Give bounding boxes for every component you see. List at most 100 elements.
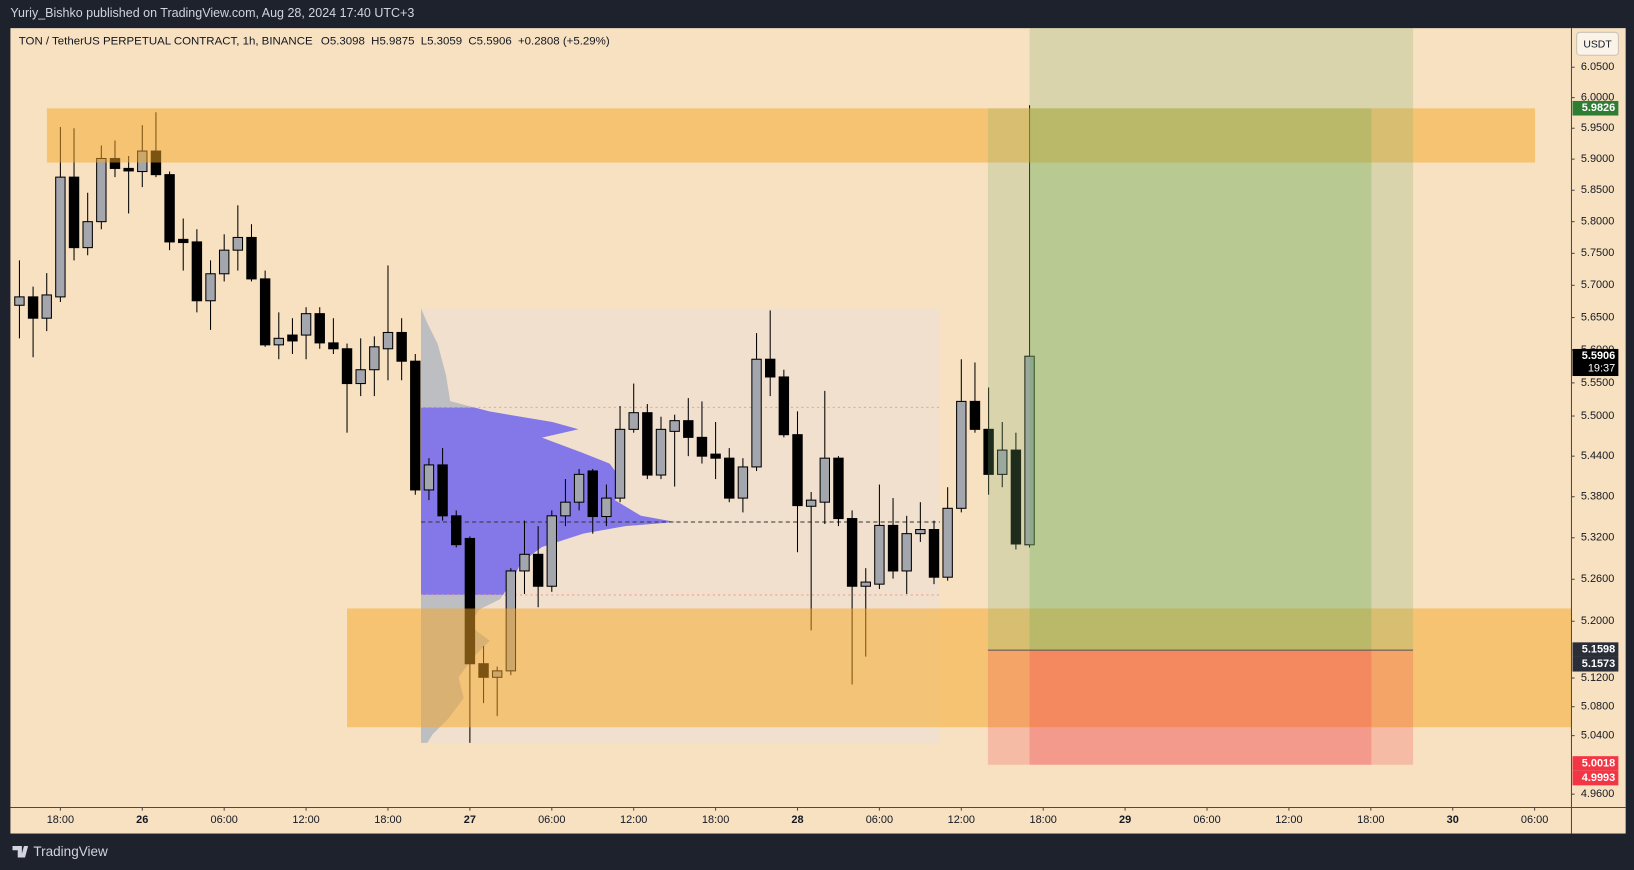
high-value: 5.9875 [379,36,414,48]
candle-body [41,294,52,319]
open-prefix: O [321,36,330,48]
x-tick-label: 18:00 [1357,814,1384,826]
x-tick-label: 06:00 [866,814,893,826]
candle-body [601,497,612,518]
candle-body [546,515,558,587]
publisher-line: Yuriy_Bishko published on TradingView.co… [10,6,414,20]
x-tick-label: 18:00 [47,814,74,826]
candle-body [928,529,940,578]
price-tag [1572,656,1619,672]
high-prefix: H [371,36,379,48]
y-tick-label: 5.2000 [1581,615,1614,627]
candle-body [218,249,230,275]
candle-body [55,176,66,298]
price-tag-label: 5.1598 [1582,644,1615,656]
candle-body [901,533,912,572]
y-tick-label: 5.8000 [1581,216,1614,228]
candle-body [683,420,694,438]
candle-body [232,236,244,251]
candle-body [1024,355,1035,546]
candle-body [614,428,626,499]
x-tick-label: 12:00 [948,814,975,826]
candle-body [437,464,448,517]
x-tick-label: 26 [136,814,148,826]
candle-body [778,376,790,436]
candle-body [833,457,844,520]
stop-area [987,650,1414,765]
candle-body [96,157,107,223]
brand-logo [12,846,29,858]
candle-body [874,524,885,585]
supply-zone [46,108,1536,163]
candle-body [792,434,803,507]
candle-body [573,473,585,503]
candle-body [191,241,203,302]
low-value: 5.3059 [427,36,462,48]
candle-body [983,428,994,475]
y-tick-label: 6.0500 [1581,61,1614,73]
x-tick-label: 06:00 [1521,814,1548,826]
bar-countdown: 19:37 [1588,363,1615,375]
price-tag [1572,770,1619,786]
y-tick-label: 6.0000 [1581,91,1614,103]
candle-body [710,453,721,459]
candle-body [724,457,735,499]
candle-body [1010,449,1022,545]
y-tick-label: 5.5000 [1581,410,1614,422]
y-tick-label: 5.3800 [1581,491,1614,503]
candle-body [396,331,407,362]
symbol: TON / TetherUS PERPETUAL CONTRACT, 1h, B… [19,36,313,48]
demand-zone [347,608,1572,728]
close-value: 5.5906 [477,36,512,48]
brand-name: TradingView [33,844,108,859]
x-tick-label: 29 [1119,814,1131,826]
y-tick-label: 5.8500 [1581,184,1614,196]
x-tick-label: 06:00 [538,814,565,826]
candle-body [164,174,175,243]
candle-body [915,529,926,535]
x-tick-label: 28 [791,814,803,826]
candle-body [410,360,421,491]
y-tick-label: 5.5500 [1581,377,1614,389]
candle-body [860,581,871,587]
candle-body [519,553,530,572]
x-tick-label: 18:00 [702,814,729,826]
x-tick-label: 27 [464,814,476,826]
axes: 6.0500 6.0000 5.9500 5.9000 5.8500 5.8000 5.75… [47,61,1615,826]
y-tick-label: 5.2600 [1581,573,1614,585]
candle-body [178,238,189,244]
price-tag [1572,756,1619,771]
low-prefix: L [421,36,427,48]
price-tag [1572,642,1619,657]
x-tick-label: 06:00 [1193,814,1220,826]
currency[interactable]: USDT [1583,40,1612,51]
y-tick-label: 4.9600 [1581,788,1614,800]
x-tick-label: 12:00 [292,814,319,826]
y-tick-label: 5.7500 [1581,247,1614,259]
currency-button[interactable] [1576,31,1619,56]
price-tag [1572,100,1619,116]
candle-body [628,412,639,430]
x-tick-label: 30 [1447,814,1459,826]
candle-body [382,331,394,350]
candle-body [300,313,312,336]
candle-body [68,176,80,249]
candle-body [805,499,817,507]
candle-body [423,464,435,491]
candle-body [205,273,216,302]
candle-body [956,400,967,509]
symbol-legend: TON / TetherUS PERPETUAL CONTRACT, 1h, B… [19,36,610,48]
price-tag-label: 5.5906 [1582,350,1615,362]
candle-body [341,348,353,385]
candle-body [669,420,680,432]
candle-body [846,518,858,587]
candle-body [764,358,776,378]
y-tick-label: 5.9000 [1581,153,1614,165]
close-prefix: C [468,36,476,48]
stop-area-core [1029,650,1372,765]
price-tag-label: 5.1573 [1582,658,1615,670]
price-tag-label: 4.9993 [1582,772,1615,784]
candle-body [969,400,981,430]
